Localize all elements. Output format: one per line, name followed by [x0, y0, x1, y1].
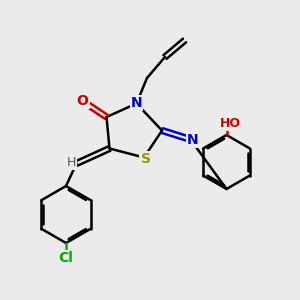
- Text: S: S: [140, 152, 151, 166]
- Text: HO: HO: [220, 116, 241, 130]
- Text: H: H: [66, 155, 76, 169]
- Text: O: O: [76, 94, 88, 107]
- Text: N: N: [187, 133, 199, 146]
- Text: N: N: [131, 96, 142, 110]
- Text: Cl: Cl: [58, 251, 74, 265]
